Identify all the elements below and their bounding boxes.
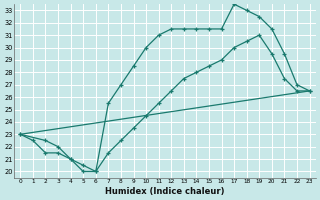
X-axis label: Humidex (Indice chaleur): Humidex (Indice chaleur)	[105, 187, 225, 196]
